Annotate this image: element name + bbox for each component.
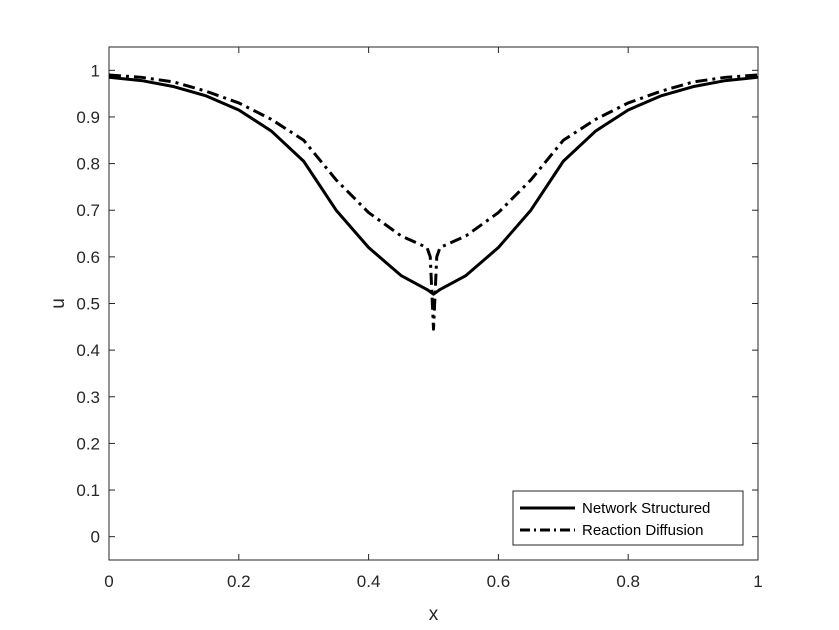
x-tick-label: 1 (753, 572, 762, 591)
y-tick-label: 0 (91, 528, 100, 547)
legend: Network Structured Reaction Diffusion (512, 490, 744, 546)
y-axis-ticks: 0 0.1 0.2 0.3 0.4 0.5 0.6 0.7 0.8 0.9 1 (76, 61, 758, 547)
y-tick-label: 0.4 (76, 341, 100, 360)
y-tick-label: 0.7 (76, 201, 100, 220)
x-tick-label: 0.4 (357, 572, 381, 591)
y-tick-label: 0.1 (76, 481, 100, 500)
series-line-reaction-diffusion (108, 73, 759, 331)
x-tick-label: 0.8 (616, 572, 640, 591)
x-tick-label: 0.2 (227, 572, 251, 591)
series-line-network-structured (108, 75, 759, 296)
y-tick-label: 0.5 (76, 295, 100, 314)
y-tick-label: 0.8 (76, 155, 100, 174)
legend-label-network-structured: Network Structured (582, 500, 710, 517)
x-tick-label: 0.6 (487, 572, 511, 591)
x-axis-ticks: 0 0.2 0.4 0.6 0.8 1 (104, 47, 763, 591)
y-tick-label: 1 (91, 61, 100, 80)
x-axis-label: x (429, 604, 439, 625)
series-layer (108, 73, 759, 331)
y-axis-label: u (48, 298, 69, 309)
x-tick-label: 0 (104, 572, 113, 591)
legend-label-reaction-diffusion: Reaction Diffusion (582, 522, 703, 539)
y-tick-label: 0.2 (76, 434, 100, 453)
legend-box (512, 490, 744, 546)
y-tick-label: 0.6 (76, 248, 100, 267)
y-tick-label: 0.9 (76, 108, 100, 127)
y-tick-label: 0.3 (76, 388, 100, 407)
